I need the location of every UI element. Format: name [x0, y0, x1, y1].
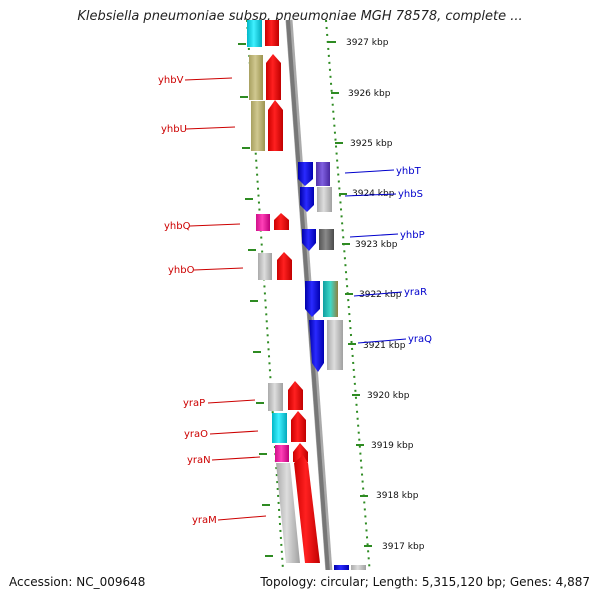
cds-arrow [309, 320, 324, 372]
cog-box [351, 565, 366, 570]
cog-box [249, 55, 263, 100]
tick-label: 3925 kbp [350, 139, 393, 149]
gene-label-yhbO: yhbO [168, 265, 195, 276]
genome-map[interactable]: 3927 kbp 3926 kbp 3925 kbp 3924 kbp 3923… [0, 0, 600, 570]
tick-label: 3926 kbp [348, 89, 391, 99]
gene-label-yhbT: yhbT [396, 166, 422, 177]
cds-arrow [268, 100, 283, 151]
label-leader [207, 399, 256, 404]
cog-box [247, 20, 262, 47]
gene-labels-forward: yhbV yhbU yhbQ yhbO yraP yraO yraN yraM [158, 75, 267, 526]
cog-box [256, 214, 270, 231]
cog-box [272, 413, 287, 443]
gene-label-yhbQ: yhbQ [164, 221, 191, 232]
cds-arrow [305, 281, 320, 317]
label-leader [184, 77, 233, 81]
inner-tick-marks [238, 43, 273, 557]
cds-arrow [265, 20, 279, 46]
gene-label-yraQ: yraQ [408, 334, 432, 345]
label-leader [357, 338, 407, 344]
cds-arrow [266, 54, 281, 100]
scale-labels: 3927 kbp 3926 kbp 3925 kbp 3924 kbp 3923… [346, 38, 425, 552]
tick-label: 3919 kbp [371, 441, 414, 451]
topology-summary: Topology: circular; Length: 5,315,120 bp… [260, 575, 590, 589]
cog-box [275, 445, 289, 462]
cog-box [323, 281, 338, 317]
cog-box [319, 229, 334, 250]
tick-label: 3922 kbp [359, 290, 402, 300]
gene-label-yraO: yraO [184, 429, 208, 440]
label-leader [349, 233, 399, 238]
gene-label-yraM: yraM [192, 515, 217, 526]
label-leader [209, 430, 259, 435]
cds-arrow [300, 187, 314, 212]
cog-box [268, 383, 283, 411]
gene-label-yraN: yraN [187, 455, 211, 466]
tick-label: 3921 kbp [363, 341, 406, 351]
label-leader [344, 193, 397, 197]
label-leader [344, 169, 395, 174]
cds-arrow [291, 411, 306, 442]
cds-arrow [334, 565, 349, 570]
gene-label-yhbP: yhbP [400, 230, 425, 241]
cog-box [251, 101, 265, 151]
cog-box [316, 162, 330, 186]
tick-label: 3924 kbp [352, 189, 395, 199]
gene-label-yhbS: yhbS [398, 189, 423, 200]
accession-label: Accession: NC_009648 [9, 575, 146, 589]
tick-label: 3923 kbp [355, 240, 398, 250]
cog-box [258, 253, 272, 280]
cds-arrow [298, 162, 313, 186]
outer-dotted-boundary [325, 19, 371, 570]
gene-label-yraR: yraR [404, 287, 427, 298]
cog-box [327, 320, 343, 370]
label-leader [211, 456, 261, 461]
gene-label-yhbV: yhbV [158, 75, 184, 86]
cds-arrow [302, 229, 316, 251]
label-leader [353, 291, 403, 297]
label-leader [217, 515, 267, 521]
gene-labels-reverse: yhbT yhbS yhbP yraR yraQ [344, 166, 432, 345]
label-leader [189, 223, 241, 227]
forward-strand-features [247, 20, 320, 563]
cds-arrow [294, 455, 320, 563]
outer-tick-marks [328, 41, 372, 547]
tick-label: 3918 kbp [376, 491, 419, 501]
tick-label: 3927 kbp [346, 38, 389, 48]
reverse-strand-features [298, 162, 366, 570]
cog-box [317, 187, 332, 212]
label-leader [193, 267, 244, 271]
gene-label-yraP: yraP [183, 398, 205, 409]
label-leader [185, 126, 236, 130]
cds-arrow [288, 381, 303, 410]
tick-label: 3920 kbp [367, 391, 410, 401]
tick-label: 3917 kbp [382, 542, 425, 552]
gene-label-yhbU: yhbU [161, 124, 187, 135]
map-title: Klebsiella pneumoniae subsp. pneumoniae … [77, 9, 523, 24]
cds-arrow [277, 252, 292, 280]
cds-arrow [274, 213, 289, 230]
cog-box [276, 463, 300, 563]
